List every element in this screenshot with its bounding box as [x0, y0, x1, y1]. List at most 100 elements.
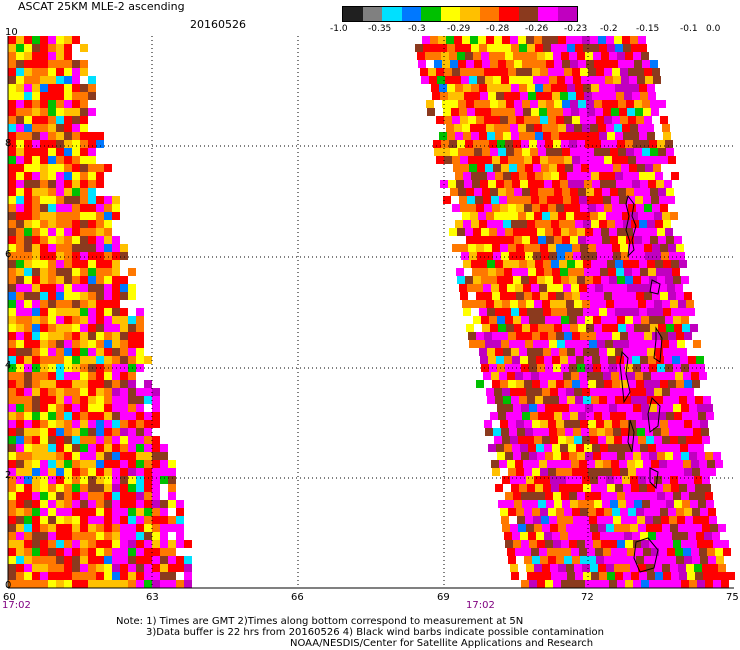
swath-cell	[48, 212, 56, 220]
swath-cell	[606, 564, 614, 572]
swath-cell	[112, 324, 120, 332]
swath-cell	[526, 212, 534, 220]
swath-cell	[8, 44, 16, 52]
swath-cell	[120, 348, 128, 356]
swath-cell	[519, 260, 527, 268]
swath-cell	[721, 580, 729, 588]
swath-cell	[681, 404, 689, 412]
swath-cell	[136, 508, 144, 516]
swath-cell	[96, 556, 104, 564]
swath-cell	[669, 340, 677, 348]
swath-cell	[96, 300, 104, 308]
swath-cell	[16, 484, 24, 492]
swath-cell	[600, 532, 608, 540]
swath-cell	[447, 84, 455, 92]
swath-cell	[40, 84, 48, 92]
swath-cell	[439, 132, 447, 140]
swath-cell	[542, 524, 550, 532]
swath-cell	[64, 156, 72, 164]
swath-cell	[64, 260, 72, 268]
swath-cell	[64, 180, 72, 188]
swath-cell	[666, 148, 674, 156]
swath-cell	[8, 428, 16, 436]
swath-cell	[476, 332, 484, 340]
swath-cell	[64, 204, 72, 212]
swath-cell	[16, 356, 24, 364]
swath-cell	[611, 284, 619, 292]
swath-cell	[498, 188, 506, 196]
swath-cell	[538, 412, 546, 420]
swath-cell	[468, 116, 476, 124]
swath-cell	[527, 484, 535, 492]
swath-cell	[588, 380, 596, 388]
swath-cell	[555, 460, 563, 468]
swath-cell	[462, 36, 470, 44]
swath-cell	[608, 444, 616, 452]
swath-cell	[610, 100, 618, 108]
swath-cell	[96, 476, 104, 484]
swath-cell	[593, 580, 601, 588]
swath-cell	[492, 332, 500, 340]
swath-cell	[639, 348, 647, 356]
swath-cell	[511, 348, 519, 356]
swath-cell	[656, 180, 664, 188]
swath-cell	[600, 356, 608, 364]
swath-cell	[493, 252, 501, 260]
swath-cell	[619, 196, 627, 204]
swath-cell	[56, 308, 64, 316]
swath-cell	[40, 340, 48, 348]
swath-cell	[24, 532, 32, 540]
swath-cell	[633, 228, 641, 236]
swath-cell	[607, 132, 615, 140]
swath-cell	[566, 476, 574, 484]
swath-cell	[24, 412, 32, 420]
swath-cell	[614, 524, 622, 532]
swath-cell	[487, 308, 495, 316]
swath-cell	[536, 444, 544, 452]
swath-cell	[64, 236, 72, 244]
swath-cell	[476, 292, 484, 300]
swath-cell	[513, 276, 521, 284]
swath-cell	[48, 260, 56, 268]
swath-cell	[24, 572, 32, 580]
swath-cell	[72, 500, 80, 508]
swath-cell	[444, 116, 452, 124]
swath-cell	[450, 188, 458, 196]
swath-cell	[104, 292, 112, 300]
swath-cell	[660, 508, 668, 516]
swath-cell	[703, 572, 711, 580]
swath-cell	[657, 140, 665, 148]
swath-cell	[528, 444, 536, 452]
swath-cell	[176, 508, 184, 516]
swath-cell	[56, 236, 64, 244]
swath-cell	[16, 508, 24, 516]
swath-cell	[524, 156, 532, 164]
swath-cell	[168, 500, 176, 508]
swath-cell	[610, 236, 618, 244]
swath-cell	[56, 276, 64, 284]
swath-cell	[628, 204, 636, 212]
swath-cell	[8, 244, 16, 252]
swath-cell	[550, 436, 558, 444]
swath-cell	[633, 492, 641, 500]
swath-cell	[16, 164, 24, 172]
swath-cell	[576, 92, 584, 100]
swath-cell	[471, 44, 479, 52]
swath-cell	[433, 140, 441, 148]
swath-cell	[24, 52, 32, 60]
swath-cell	[104, 252, 112, 260]
swath-cell	[631, 132, 639, 140]
swath-cell	[532, 556, 540, 564]
swath-cell	[24, 404, 32, 412]
swath-cell	[120, 460, 128, 468]
swath-cell	[478, 124, 486, 132]
swath-cell	[40, 500, 48, 508]
swath-cell	[521, 540, 529, 548]
swath-cell	[8, 76, 16, 84]
swath-cell	[535, 396, 543, 404]
swath-cell	[96, 572, 104, 580]
swath-cell	[458, 148, 466, 156]
swath-cell	[580, 468, 588, 476]
swath-cell	[532, 332, 540, 340]
swath-cell	[516, 508, 524, 516]
